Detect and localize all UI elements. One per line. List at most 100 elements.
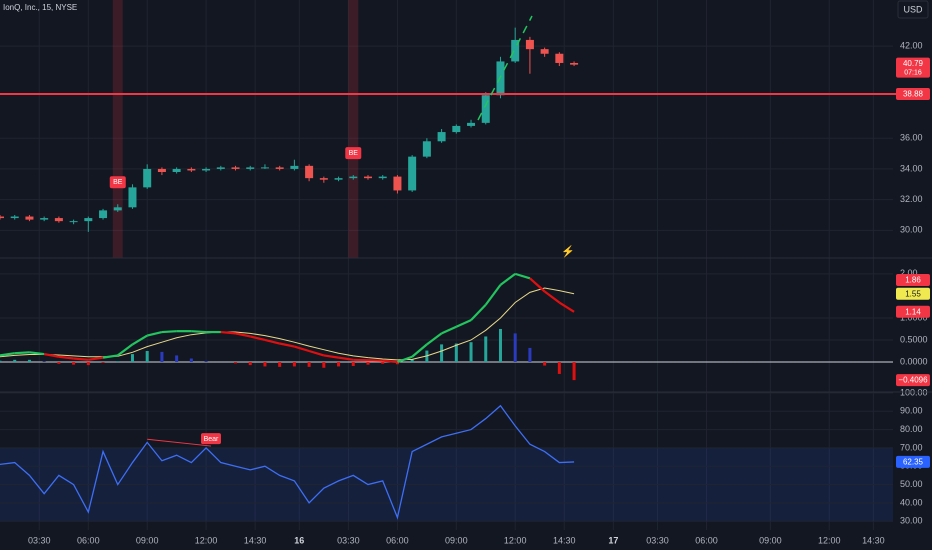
macd-segment [279, 342, 295, 348]
candle-body [349, 176, 358, 179]
y-tick-label: 0.5000 [900, 334, 928, 344]
candle-body [378, 176, 387, 179]
histogram-bar [189, 358, 193, 363]
y-tick-label: 34.00 [900, 163, 923, 173]
badge-label: 1.14 [905, 307, 921, 316]
divergence-line [147, 438, 212, 447]
divergence-marker [200, 433, 221, 445]
price-badge [896, 305, 930, 318]
macd-segment [29, 351, 45, 356]
candle-body [525, 39, 534, 50]
candle-body [0, 216, 4, 219]
macd-segment [102, 354, 118, 359]
price-badge [896, 374, 930, 387]
histogram-bar [543, 362, 547, 366]
histogram-bar [410, 359, 414, 363]
y-tick-label: 30.00 [900, 516, 923, 526]
candle-body [99, 210, 108, 219]
histogram-bar [234, 362, 238, 364]
macd-segment [43, 353, 60, 358]
macd-segment [382, 359, 398, 364]
candle-body [231, 167, 240, 169]
candle-body [113, 207, 122, 211]
candle-body [555, 53, 564, 63]
histogram-bar [204, 361, 208, 363]
rsi-line [0, 404, 575, 520]
histogram-bar [322, 362, 326, 368]
macd-segment [338, 356, 354, 361]
histogram-bar [528, 347, 532, 363]
histogram-bar [337, 362, 341, 367]
macd-segment [529, 277, 546, 293]
macd-segment [558, 301, 575, 313]
badge-label: 1.86 [905, 276, 921, 285]
price-badge [896, 287, 930, 300]
badge-label: −0.4096 [898, 376, 928, 385]
macd-segment [235, 332, 251, 338]
macd-segment [411, 343, 428, 358]
y-tick-label: 32.00 [900, 194, 923, 204]
last-price: 40.79 [903, 59, 924, 68]
histogram-bar [351, 362, 355, 366]
price-badge [896, 87, 930, 100]
candle-body [334, 178, 343, 180]
candle-body [246, 167, 255, 169]
x-tick-label: 14:30 [862, 535, 885, 545]
y-tick-label: 36.00 [900, 133, 923, 143]
histogram-bar [145, 351, 149, 363]
x-tick-label: 09:00 [759, 535, 782, 545]
y-tick-label: 80.00 [900, 424, 923, 434]
candle-body [363, 176, 372, 179]
macd-segment [0, 352, 15, 357]
candle-body [467, 122, 476, 126]
x-tick-label: 16 [294, 535, 304, 545]
candle-body [143, 168, 152, 188]
y-tick-label: 40.00 [900, 497, 923, 507]
histogram-bar [101, 362, 105, 363]
chart-title: IonQ, Inc., 15, NYSE [3, 3, 77, 12]
x-tick-label: 09:00 [136, 535, 159, 545]
macd-segment [308, 349, 325, 357]
currency-box[interactable] [897, 0, 929, 19]
candle-body [422, 141, 431, 157]
candle-body [408, 156, 417, 191]
signal-label: BE [113, 179, 123, 186]
candle-body [437, 132, 446, 142]
candle-body [187, 168, 196, 171]
alert-icon[interactable]: ⚡ [561, 245, 575, 258]
macd-segment [58, 355, 74, 360]
histogram-bar [175, 355, 179, 363]
x-tick-label: 12:00 [818, 535, 841, 545]
macd-segment [514, 272, 531, 280]
macd-segment [543, 290, 561, 304]
x-tick-label: 12:00 [195, 535, 218, 545]
macd-segment [249, 335, 266, 342]
histogram-bar [381, 362, 385, 364]
trend-drawing [477, 15, 533, 121]
x-tick-label: 12:00 [504, 535, 527, 545]
candle-body [540, 49, 549, 54]
histogram-bar [572, 362, 576, 381]
x-tick-label: 03:30 [337, 535, 360, 545]
histogram-bar [86, 362, 90, 366]
x-tick-label: 17 [608, 535, 618, 545]
macd-segment [73, 357, 89, 361]
x-tick-label: 09:00 [445, 535, 468, 545]
histogram-bar [395, 362, 399, 365]
countdown: 07:16 [904, 69, 922, 76]
candle-body [260, 167, 269, 169]
candle-body [290, 165, 299, 169]
histogram-bar [27, 359, 31, 363]
histogram-bar [278, 362, 282, 367]
y-tick-label: 30.00 [900, 225, 923, 235]
y-tick-label: 50.00 [900, 479, 923, 489]
histogram-bar [498, 328, 502, 363]
price-badge [896, 274, 930, 287]
x-tick-label: 14:30 [244, 535, 267, 545]
histogram-bar [484, 336, 488, 363]
candle-body [84, 218, 93, 222]
macd-segment [455, 319, 472, 328]
y-tick-label: 90.00 [900, 406, 923, 416]
